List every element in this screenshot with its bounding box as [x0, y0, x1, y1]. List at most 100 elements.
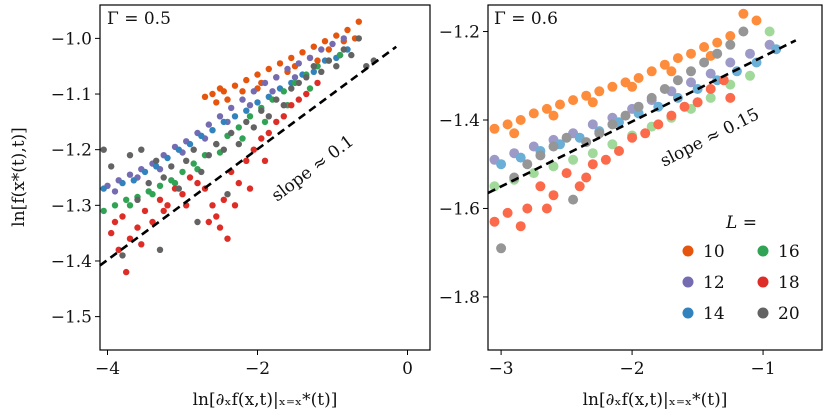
data-point-L14-4	[186, 140, 194, 148]
data-point-L18-1	[502, 207, 513, 218]
data-point-L10-5	[555, 99, 565, 110]
data-point-L18-28	[295, 96, 302, 103]
data-point-L18-16	[692, 97, 703, 108]
data-point-L18-13	[653, 119, 664, 130]
y-tick-label-2: −1.4	[439, 111, 480, 131]
data-point-L14-20	[310, 68, 317, 76]
data-point-L10-24	[627, 81, 638, 92]
data-point-L10-21	[325, 46, 332, 53]
data-point-L10-27	[314, 57, 321, 64]
fit-line-left	[99, 45, 398, 267]
scatter-points-right	[489, 8, 782, 254]
data-point-L20-19	[250, 124, 257, 131]
data-point-L20-20	[258, 107, 265, 114]
y-tick-label-4: −1.1	[51, 85, 92, 105]
data-point-L18-23	[258, 135, 265, 142]
data-point-L20-8	[594, 128, 605, 139]
x-tick-label-2: 0	[402, 359, 413, 379]
data-point-L18-8	[587, 159, 598, 170]
data-point-L12-9	[205, 121, 212, 128]
data-point-L16-2	[123, 196, 130, 203]
x-tick-label-1: −2	[620, 359, 645, 379]
data-point-L18-17	[705, 84, 716, 94]
data-point-L14-17	[243, 107, 250, 114]
data-point-L20-7	[160, 174, 167, 181]
data-point-L18-24	[265, 129, 272, 137]
data-point-L10-13	[659, 59, 670, 70]
data-point-L10-11	[333, 32, 340, 39]
data-point-L12-11	[705, 68, 716, 79]
data-point-L10-23	[201, 93, 209, 101]
legend-label-L18: 18	[778, 273, 800, 293]
data-point-L10-10	[321, 38, 329, 45]
data-point-L20-9	[175, 185, 182, 192]
data-point-L18-9	[600, 154, 611, 165]
data-point-L12-14	[261, 79, 269, 87]
panel-title-right: Γ = 0.6	[494, 9, 558, 29]
data-point-L20-16	[228, 129, 235, 137]
data-point-L10-4	[254, 71, 261, 78]
data-point-L16-8	[190, 160, 197, 167]
data-point-L10-15	[224, 96, 231, 103]
data-point-L20-26	[303, 74, 310, 81]
data-point-L12-17	[295, 60, 302, 67]
data-point-L18-17	[216, 224, 224, 231]
data-point-L16-28	[261, 118, 269, 126]
data-point-L20-5	[561, 132, 572, 143]
data-point-L10-0	[489, 123, 500, 134]
data-point-L14-14	[175, 146, 182, 153]
data-point-L10-15	[686, 48, 696, 59]
data-point-L12-13	[250, 88, 257, 95]
data-point-L20-13	[659, 84, 670, 94]
data-point-L20-37	[134, 196, 141, 203]
data-point-L16-1	[111, 202, 119, 209]
data-point-L18-32	[138, 241, 145, 248]
data-point-L20-14	[213, 140, 220, 148]
data-point-L18-25	[273, 118, 280, 126]
data-point-L10-7	[581, 90, 592, 101]
legend-label-L14: 14	[703, 304, 725, 324]
data-point-L14-7	[254, 99, 261, 106]
y-tick-label-0: −1.5	[51, 308, 92, 328]
data-point-L18-38	[246, 185, 254, 192]
data-point-L18-9	[164, 202, 171, 209]
data-point-L20-36	[156, 246, 164, 253]
data-point-L12-30	[291, 74, 299, 81]
data-point-L18-5	[548, 190, 559, 201]
panel-gamma-0-5: −4 −2 0 −1.5 −1.4 −1.3 −1.2 −1.1 −1.0 Γ = 0.5 sl…	[9, 4, 431, 410]
data-point-L20-3	[535, 150, 546, 161]
data-point-L18-4	[126, 235, 134, 242]
data-point-L14-6	[231, 113, 239, 120]
data-point-L20-29	[325, 57, 332, 64]
data-point-L12-28	[246, 102, 254, 109]
data-point-L12-10	[216, 113, 224, 120]
data-point-L18-37	[231, 202, 239, 209]
data-point-L18-12	[640, 128, 651, 139]
data-point-L10-9	[310, 43, 317, 50]
data-point-L18-13	[194, 179, 201, 187]
data-point-L20-28	[318, 68, 325, 76]
data-point-L10-5	[265, 65, 272, 73]
data-point-L18-22	[250, 146, 257, 153]
data-point-L20-32	[348, 51, 355, 59]
data-point-L10-20	[751, 15, 762, 26]
data-point-L10-19	[738, 8, 749, 19]
data-point-L20-30	[333, 62, 340, 70]
data-point-L18-15	[209, 202, 216, 209]
x-axis-label-left: ln[∂ₓf(x,t)|ₓ₌ₓ*(t)]	[193, 390, 338, 410]
legend-marker-L12	[682, 276, 694, 288]
data-point-L18-15	[679, 101, 690, 112]
data-point-L18-14	[666, 110, 677, 121]
data-point-L20-38	[194, 218, 201, 226]
data-point-L20-18	[243, 118, 250, 126]
legend-marker-L10	[682, 245, 694, 257]
data-point-L18-10	[614, 146, 624, 156]
data-point-L12-22	[111, 188, 119, 195]
data-point-L10-2	[515, 115, 526, 125]
data-point-L20-0	[496, 243, 507, 254]
data-point-L16-22	[126, 202, 134, 209]
data-point-L18-3	[111, 218, 119, 226]
data-point-L20-10	[183, 157, 190, 164]
data-point-L18-20	[235, 179, 242, 187]
